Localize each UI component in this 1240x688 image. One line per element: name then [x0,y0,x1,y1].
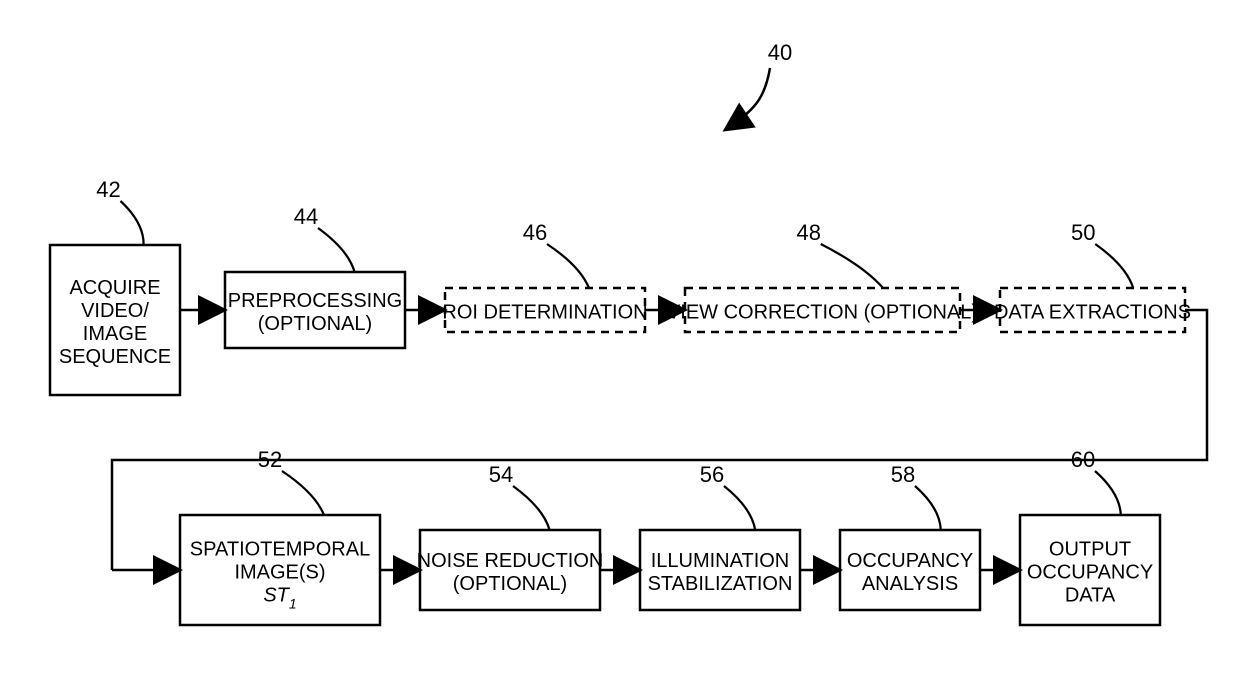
node-n52-line: SPATIOTEMPORAL [190,539,370,561]
node-n52-leader [282,471,324,515]
node-n46-leader [547,244,589,288]
node-n48-line: VIEW CORRECTION (OPTIONAL) [667,302,978,324]
node-n58-ref: 58 [891,462,915,487]
node-n58: OCCUPANCYANALYSIS 58 [840,462,980,610]
node-n60-leader [1095,471,1121,515]
node-n54-ref: 54 [489,462,513,487]
node-n52-sub: ST1 [263,585,296,611]
node-n56-line: STABILIZATION [648,573,793,595]
node-n50: DATA EXTRACTIONS 50 [994,220,1191,332]
node-n42-line: IMAGE [83,323,147,345]
node-n58-line: OCCUPANCY [847,550,973,572]
node-n58-leader [915,486,941,530]
node-n44-line: PREPROCESSING [228,290,402,312]
node-n44: PREPROCESSING(OPTIONAL) 44 [225,204,405,348]
node-n42-line: ACQUIRE [69,277,160,299]
node-n56-line: ILLUMINATION [651,550,790,572]
node-n48: VIEW CORRECTION (OPTIONAL) 48 [667,220,978,332]
node-n54-leader [513,486,550,530]
node-n60-line: OCCUPANCY [1027,562,1153,584]
node-n42-leader [121,201,144,245]
node-n42-ref: 42 [96,177,120,202]
figure-ref-label: 40 [768,40,792,65]
node-n48-ref: 48 [797,220,821,245]
node-n54-line: NOISE REDUCTION [417,550,604,572]
node-n56-leader [724,486,755,530]
node-n60-line: OUTPUT [1049,539,1131,561]
node-n56-ref: 56 [700,462,724,487]
node-n46-line: ROI DETERMINATION [442,302,647,324]
node-n54: NOISE REDUCTION(OPTIONAL) 54 [417,462,604,610]
node-n42-line: VIDEO/ [81,300,149,322]
node-n44-ref: 44 [294,204,318,229]
node-n44-leader [318,228,355,272]
node-n58-line: ANALYSIS [862,573,958,595]
node-n52: SPATIOTEMPORALIMAGE(S)ST152 [180,447,380,625]
node-n52-line: IMAGE(S) [234,562,325,584]
node-n46-ref: 46 [523,220,547,245]
node-n50-ref: 50 [1071,220,1095,245]
node-n60-line: DATA [1065,585,1116,607]
node-n50-leader [1095,244,1133,288]
node-n54-line: (OPTIONAL) [453,573,567,595]
node-n50-line: DATA EXTRACTIONS [994,302,1191,324]
node-n46: ROI DETERMINATION 46 [442,220,647,332]
figure-ref-leader [725,68,770,130]
node-n60: OUTPUTOCCUPANCYDATA60 [1020,447,1160,625]
node-n56: ILLUMINATIONSTABILIZATION 56 [640,462,800,610]
node-n42: ACQUIREVIDEO/IMAGESEQUENCE 42 [50,177,180,395]
node-n42-line: SEQUENCE [59,346,171,368]
node-n48-leader [821,244,883,288]
node-n44-line: (OPTIONAL) [258,313,372,335]
